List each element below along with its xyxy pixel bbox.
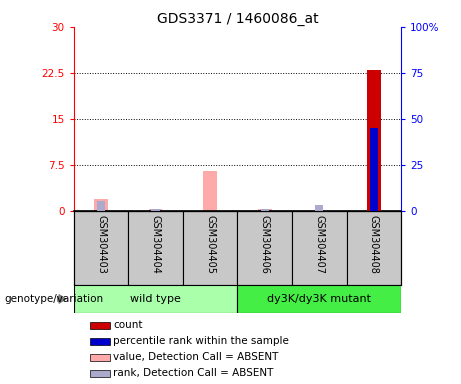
Text: genotype/variation: genotype/variation bbox=[5, 294, 104, 304]
Bar bbox=[74, 211, 128, 285]
Text: percentile rank within the sample: percentile rank within the sample bbox=[113, 336, 289, 346]
Bar bbox=[367, 70, 381, 211]
Bar bbox=[258, 209, 272, 211]
Bar bbox=[315, 205, 323, 211]
Text: rank, Detection Call = ABSENT: rank, Detection Call = ABSENT bbox=[113, 369, 273, 379]
Text: GSM304403: GSM304403 bbox=[96, 215, 106, 274]
Bar bbox=[94, 199, 108, 211]
Text: count: count bbox=[113, 320, 142, 330]
Bar bbox=[97, 201, 105, 211]
Bar bbox=[237, 285, 401, 313]
Bar bbox=[128, 211, 183, 285]
Bar bbox=[90, 354, 110, 361]
Text: dy3K/dy3K mutant: dy3K/dy3K mutant bbox=[267, 294, 371, 304]
Bar bbox=[90, 370, 110, 377]
Bar bbox=[90, 322, 110, 329]
Bar bbox=[183, 211, 237, 285]
Bar bbox=[370, 128, 378, 211]
Text: value, Detection Call = ABSENT: value, Detection Call = ABSENT bbox=[113, 353, 278, 362]
Bar bbox=[347, 211, 401, 285]
Bar bbox=[90, 338, 110, 345]
Title: GDS3371 / 1460086_at: GDS3371 / 1460086_at bbox=[157, 12, 318, 26]
Text: GSM304406: GSM304406 bbox=[260, 215, 270, 274]
Bar bbox=[74, 285, 237, 313]
Text: GSM304404: GSM304404 bbox=[151, 215, 160, 274]
Text: GSM304407: GSM304407 bbox=[314, 215, 324, 274]
Bar bbox=[292, 211, 347, 285]
Bar bbox=[260, 209, 269, 211]
Bar bbox=[152, 209, 160, 211]
Bar bbox=[237, 211, 292, 285]
Text: GSM304405: GSM304405 bbox=[205, 215, 215, 274]
Text: GSM304408: GSM304408 bbox=[369, 215, 379, 274]
Bar bbox=[203, 171, 217, 211]
Bar bbox=[149, 209, 162, 211]
Text: wild type: wild type bbox=[130, 294, 181, 304]
